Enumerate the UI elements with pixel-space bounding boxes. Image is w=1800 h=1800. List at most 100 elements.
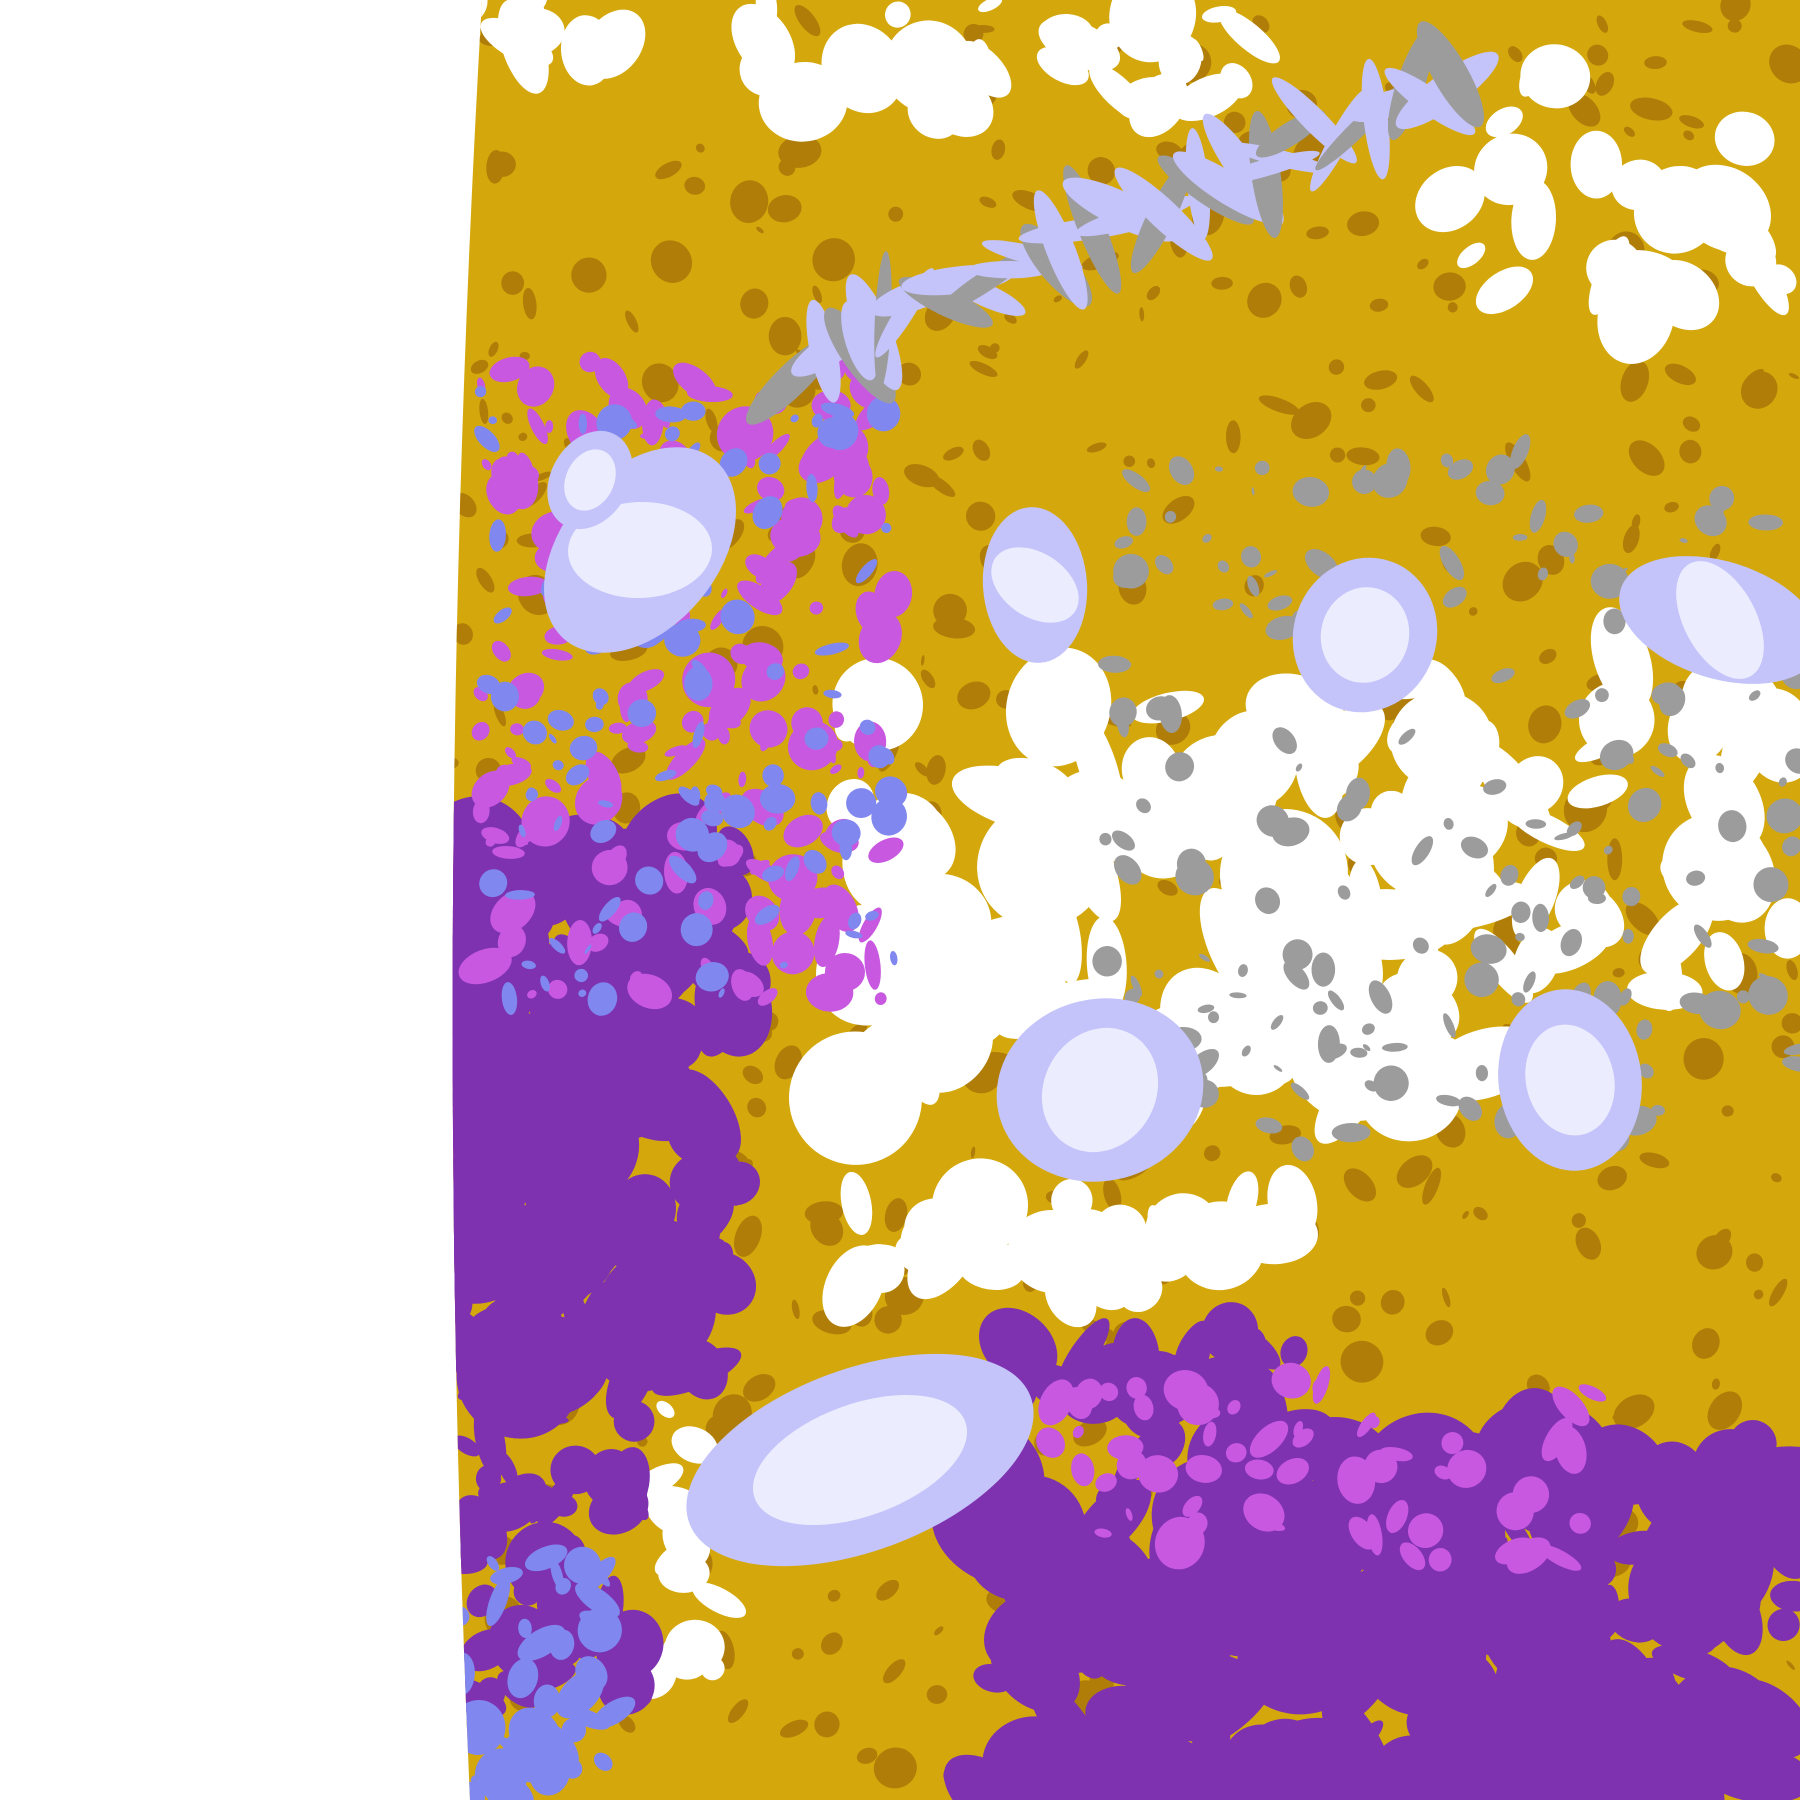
dark-gold-speckle (488, 151, 516, 177)
purple-region (1491, 1388, 1580, 1521)
magenta-cloud (497, 925, 526, 958)
magenta-cloud (1036, 1427, 1066, 1458)
dark-gold-speckle (1679, 115, 1704, 129)
periwinkle-cloud (507, 1658, 539, 1699)
periwinkle-cloud (598, 800, 614, 808)
dark-gold-speckle (1425, 1320, 1454, 1346)
purple-region (549, 1494, 578, 1517)
purple-region (541, 1415, 569, 1424)
dark-gold-speckle (479, 398, 489, 425)
gray-cloud-fringe (1595, 688, 1609, 703)
periwinkle-cloud (587, 982, 618, 1016)
gray-cloud-fringe (1510, 434, 1531, 469)
purple-region (973, 1664, 1014, 1693)
purple-region (529, 1236, 598, 1277)
gray-cloud-fringe (1331, 1123, 1371, 1143)
gray-cloud-fringe (1748, 514, 1784, 531)
dark-gold-speckle (1607, 838, 1623, 881)
dark-gold-speckle (897, 362, 922, 386)
dark-gold-speckle (1781, 1013, 1800, 1034)
dark-gold-speckle (1612, 1412, 1624, 1420)
gray-cloud-fringe (1273, 1065, 1283, 1072)
periwinkle-cloud (522, 720, 547, 745)
dark-gold-speckle (934, 1626, 944, 1636)
dark-gold-speckle (1146, 285, 1161, 301)
gray-cloud-fringe (1199, 953, 1210, 962)
dark-gold-speckle (1369, 298, 1389, 312)
dark-gold-speckle (1223, 111, 1246, 134)
periwinkle-cloud (593, 1696, 636, 1729)
magenta-cloud (521, 796, 570, 847)
clear-sky-patch (1347, 859, 1384, 954)
dark-gold-speckle (1664, 501, 1679, 513)
gray-cloud-fringe (1783, 1043, 1800, 1056)
periwinkle-cloud (490, 1566, 523, 1585)
magenta-cloud (1154, 1516, 1205, 1570)
magenta-cloud (664, 745, 688, 757)
magenta-cloud (627, 973, 673, 1010)
gray-cloud-fringe (1636, 1019, 1653, 1040)
dark-gold-speckle (779, 1719, 809, 1738)
gray-cloud-fringe (1412, 937, 1429, 954)
periwinkle-cloud (684, 666, 713, 701)
purple-region (1636, 1722, 1692, 1776)
gray-cloud-fringe (1782, 1056, 1800, 1072)
periwinkle-cloud (689, 786, 701, 806)
gray-cloud-fringe (1442, 586, 1467, 608)
dark-gold-speckle (684, 176, 706, 195)
dark-gold-speckle (733, 1215, 762, 1257)
dark-gold-speckle (1328, 359, 1345, 375)
magenta-cloud (798, 444, 843, 484)
periwinkle-cloud (695, 962, 729, 992)
purple-region (1530, 1490, 1622, 1604)
dark-gold-speckle (920, 654, 925, 666)
dark-gold-speckle (730, 180, 769, 224)
clear-sky-patch (978, 0, 1003, 13)
dark-gold-speckle (1343, 1168, 1377, 1202)
periwinkle-cloud (779, 961, 788, 969)
clear-sky-patch (1588, 236, 1630, 315)
magenta-cloud (594, 357, 629, 399)
magenta-cloud (757, 988, 778, 1006)
periwinkle-cloud (575, 1656, 608, 1692)
gray-cloud-fringe (1239, 603, 1253, 619)
gray-cloud-fringe (1292, 477, 1330, 507)
purple-region (1498, 1608, 1554, 1667)
periwinkle-cloud (489, 519, 506, 552)
purple-region (1651, 1444, 1691, 1518)
magenta-cloud (1447, 1449, 1487, 1488)
purple-region (1057, 1318, 1110, 1391)
magenta-cloud (1512, 1476, 1550, 1513)
magenta-cloud (490, 890, 536, 934)
dark-gold-speckle (920, 669, 936, 689)
clear-sky-patch (1457, 242, 1486, 269)
magenta-cloud (501, 469, 538, 507)
periwinkle-cloud (569, 735, 598, 761)
clear-sky-patch (1225, 1171, 1259, 1232)
magenta-cloud (1071, 1453, 1095, 1487)
periwinkle-cloud (859, 719, 876, 735)
purple-region (1222, 1327, 1267, 1388)
gray-cloud-fringe (1165, 752, 1195, 782)
periwinkle-cloud (474, 425, 500, 453)
periwinkle-cloud (500, 1737, 541, 1772)
dark-gold-speckle (1361, 398, 1376, 413)
periwinkle-cloud (486, 1576, 511, 1627)
gray-cloud-fringe (1113, 855, 1142, 885)
gray-cloud-fringe (1569, 875, 1585, 889)
purple-region (1678, 1562, 1709, 1600)
dark-gold-speckle (1146, 458, 1156, 469)
periwinkle-cloud (705, 784, 723, 798)
clear-sky-patch (821, 23, 905, 114)
gray-cloud-fringe (1283, 961, 1310, 990)
purple-region (1709, 1572, 1763, 1656)
magenta-cloud (783, 814, 823, 848)
gray-cloud-fringe (1411, 836, 1434, 866)
magenta-cloud (1227, 1399, 1241, 1415)
gray-cloud-fringe (1766, 798, 1800, 834)
periwinkle-cloud (810, 792, 828, 815)
dark-gold-speckle (1682, 416, 1701, 432)
clear-sky-patch (891, 873, 992, 967)
periwinkle-cloud (540, 975, 550, 992)
clear-sky-patch (1094, 1204, 1147, 1256)
